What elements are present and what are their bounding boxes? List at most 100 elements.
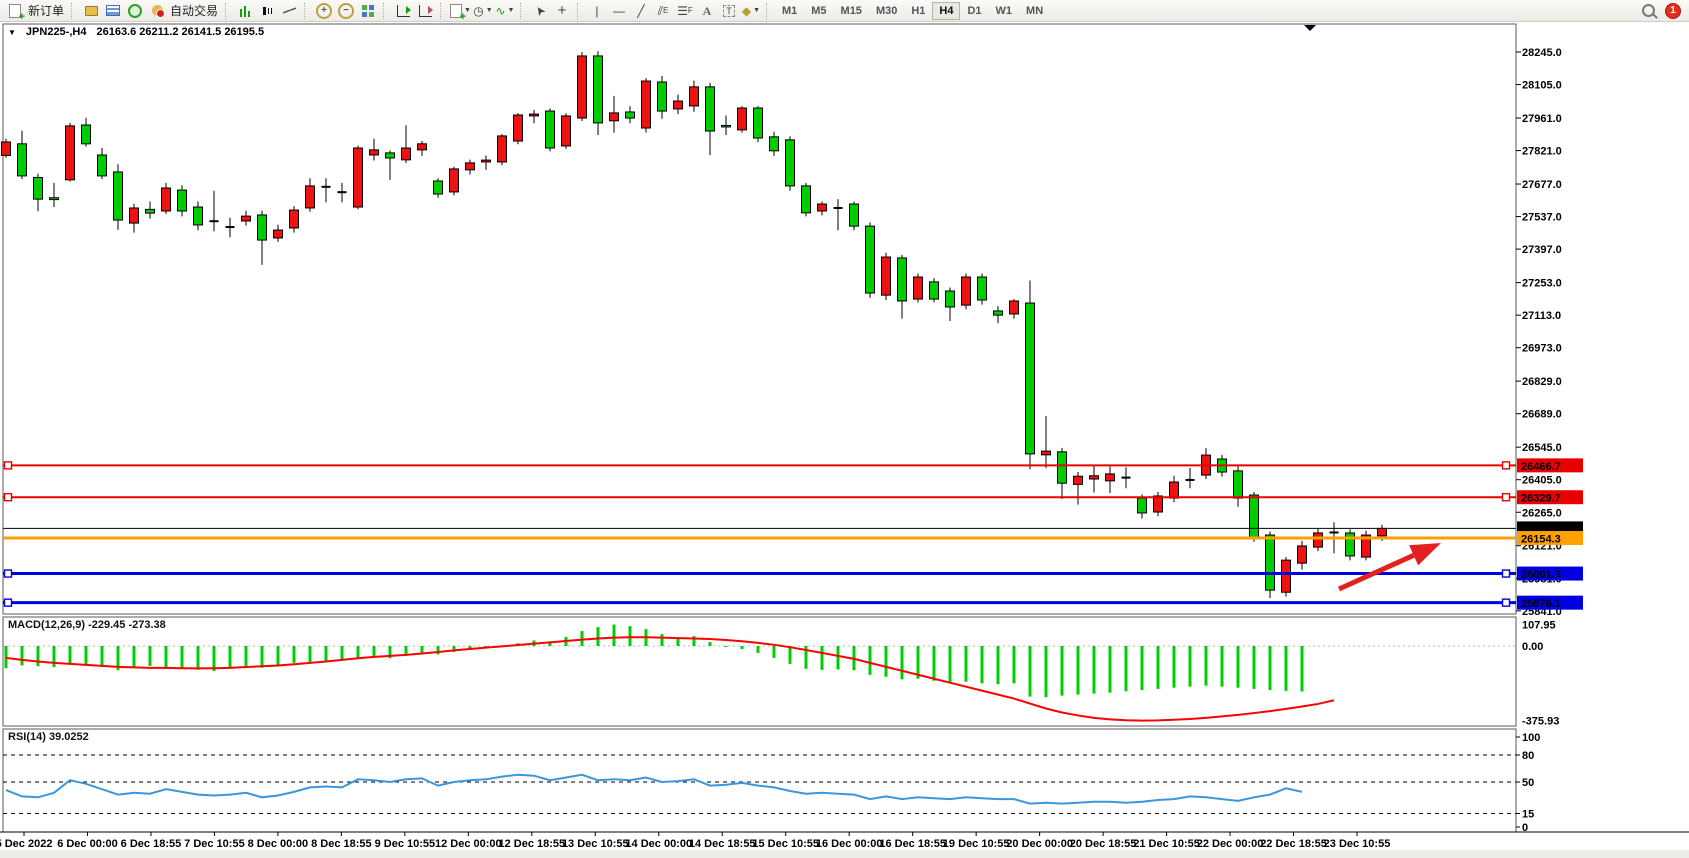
candle [145,208,155,214]
price-tick-label: 26405.0 [1522,475,1562,487]
hline-26466.7[interactable]: 26466.7 [3,458,1583,473]
trendline-button[interactable]: ╱ [631,1,651,21]
line-handle[interactable] [1501,493,1511,502]
candle [1281,559,1291,593]
time-tick-label: 22 Dec 18:55 [1260,838,1327,850]
data-window-button[interactable] [103,1,123,21]
chart-shift-button[interactable] [393,1,413,21]
text-label-button[interactable]: T [719,1,739,21]
vertical-line-icon: | [595,3,599,18]
toolbar-separator [71,2,76,19]
line-handle[interactable] [1501,461,1511,470]
candle [513,114,523,142]
bar-chart-button[interactable] [235,1,255,21]
tf-w1-button[interactable]: W1 [995,4,1013,17]
time-tick-label: 15 Dec 10:55 [752,838,819,850]
candle [433,180,443,195]
chart-canvas[interactable]: 28245.0 28105.0 27961.0 27821.0 27677.0 27537… [0,22,1689,858]
price-badge [1517,530,1583,545]
candle [241,215,251,222]
arrows-button[interactable]: ◆ ▼ [741,1,761,21]
line-handle[interactable] [3,598,13,607]
candle [1329,531,1339,534]
market-watch-button[interactable] [81,1,101,21]
tf-m1-button[interactable]: M1 [781,4,798,17]
time-tick-label: 9 Dec 10:55 [375,838,436,850]
candle [1377,527,1387,537]
price-badge-label: 26466.7 [1521,461,1561,473]
fibonacci-button[interactable]: ☰ F [675,1,695,21]
autotrade-button[interactable] [147,1,167,21]
candle [785,139,795,187]
time-tick-label: 16 Dec 18:55 [879,838,946,850]
crosshair-button[interactable]: + [552,1,572,21]
line-chart-button[interactable] [279,1,299,21]
hline-26154.3[interactable]: 26154.3 [3,530,1583,546]
candle [865,225,875,294]
vertical-line-button[interactable]: | [587,1,607,21]
signals-button[interactable] [125,1,145,21]
new-order-button[interactable] [5,1,25,23]
tf-m5-button[interactable]: M5 [811,4,827,17]
candle [913,276,923,300]
time-tick-label: 13 Dec 10:55 [562,838,629,850]
candle [1265,534,1275,591]
rsi-indicator-label: RSI(14) 39.0252 [8,731,89,743]
text-button[interactable]: A [697,1,717,21]
hline-25876.1[interactable]: 25876.1 [3,595,1583,611]
toolbar-separator [765,2,771,19]
candle [769,136,779,152]
new-chart-button[interactable]: ▼ [450,1,471,23]
tf-m30-button[interactable]: M30 [875,4,898,17]
line-handle[interactable] [1501,569,1511,578]
cursor-button[interactable]: ➤ [530,1,550,21]
line-handle[interactable] [3,461,13,470]
horizontal-line-button[interactable]: — [609,1,629,21]
tf-m15-button[interactable]: M15 [840,4,862,17]
price-tick-label: 26829.0 [1522,376,1562,388]
candle [1041,450,1051,456]
line-handle[interactable] [1501,598,1511,607]
candle [641,80,651,129]
chart-shift-icon [396,4,411,17]
chart-dropdown-arrow[interactable] [1304,25,1316,31]
zoom-in-button[interactable]: + [314,1,334,21]
hline-26001.3[interactable]: 26001.3 [3,566,1583,582]
line-handle[interactable] [3,493,13,502]
price-axis: 28245.0 28105.0 27961.0 27821.0 27677.0 27537… [1516,47,1562,618]
candle [625,111,635,119]
notification-badge[interactable]: 1 [1665,2,1681,19]
chart-title: ▼ JPN225-,H4 26163.6 26211.2 26141.5 261… [8,26,264,38]
candle [1185,478,1195,481]
tf-d1-button[interactable]: D1 [967,4,982,17]
main-toolbar: 新订单 自动交易 + − ▼ ◷▼ ∿▼ ➤ + | — ╱ ⫽E ☰F A T… [0,0,1689,23]
search-icon[interactable] [1642,4,1655,17]
channel-button[interactable]: ⫽ E [653,1,673,21]
tf-h4-button[interactable]: H4 [932,1,961,20]
macd-axis-label: 107.95 [1522,620,1556,632]
candle [529,113,539,117]
autotrade-label[interactable]: 自动交易 [170,4,219,18]
indicators-button[interactable]: ∿ ▼ [495,1,515,21]
candle [1025,302,1035,455]
rsi-axis-label: 100 [1522,732,1540,744]
tf-h1-button[interactable]: H1 [911,4,926,17]
candle [657,81,667,112]
candlestick-button[interactable] [257,1,277,21]
zoom-out-button[interactable]: − [336,1,356,21]
tile-windows-button[interactable] [358,1,378,21]
chart-window-icon [106,5,121,16]
trend-arrow[interactable] [1337,543,1441,592]
price-tick-label: 28245.0 [1522,47,1562,59]
period-button[interactable]: ◷ ▼ [473,1,493,21]
candle [497,135,507,163]
new-order-label[interactable]: 新订单 [28,4,65,18]
candle [129,207,139,224]
auto-scroll-button[interactable] [415,1,435,21]
chart-collapse-icon[interactable]: ▼ [8,27,16,37]
price-badge-label: 26001.3 [1521,569,1561,581]
hline-26329.7[interactable]: 26329.7 [3,490,1583,505]
tf-mn-button[interactable]: MN [1026,4,1044,17]
candle [193,206,203,226]
line-handle[interactable] [3,569,13,578]
